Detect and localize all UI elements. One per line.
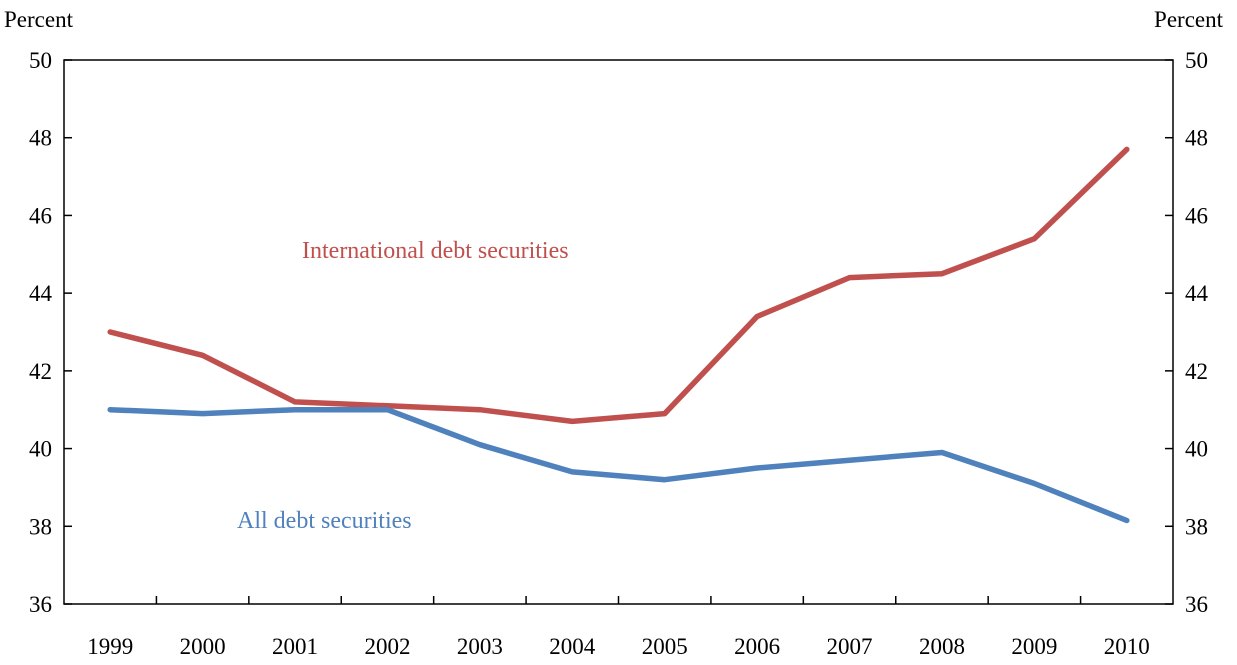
x-tick-label: 2003 (457, 634, 503, 659)
x-tick-label: 2004 (549, 634, 596, 659)
data-point (847, 275, 853, 281)
data-point (754, 465, 760, 471)
y-tick-label-right: 36 (1185, 592, 1208, 617)
x-tick-label: 2002 (364, 634, 410, 659)
y-tick-label-right: 50 (1185, 48, 1208, 73)
data-point (477, 407, 483, 413)
data-point (939, 271, 945, 277)
x-tick-label: 2006 (734, 634, 780, 659)
x-tick-label: 2000 (180, 634, 226, 659)
y-tick-label-left: 50 (29, 48, 52, 73)
y-tick-label-right: 44 (1185, 281, 1209, 306)
x-tick-label: 1999 (87, 634, 133, 659)
series-line-1 (107, 406, 1130, 524)
x-tick-label: 2010 (1104, 634, 1150, 659)
y-tick-label-left: 38 (29, 514, 52, 539)
y-axis-unit-right: Percent (1154, 7, 1224, 32)
data-point (1031, 236, 1037, 242)
y-tick-label-right: 40 (1185, 437, 1208, 462)
y-axis-unit-left: Percent (4, 7, 74, 32)
data-point (107, 407, 113, 413)
y-axis-left: 36 38 40 42 44 46 48 50 (29, 48, 72, 617)
series-label-international: International debt securities (302, 238, 569, 264)
data-point (200, 352, 206, 358)
data-point (939, 449, 945, 455)
plot-frame (63, 59, 1174, 605)
y-tick-label-left: 42 (29, 359, 52, 384)
series-lines (107, 146, 1130, 524)
y-tick-label-left: 36 (29, 592, 52, 617)
data-point (1124, 517, 1130, 523)
data-point (662, 477, 668, 483)
y-axis-right: 36 38 40 42 44 46 48 50 (1165, 48, 1209, 617)
y-tick-label-right: 42 (1185, 359, 1208, 384)
data-point (847, 457, 853, 463)
y-tick-label-right: 48 (1185, 126, 1208, 151)
y-tick-label-left: 48 (29, 126, 52, 151)
x-tick-label: 2001 (272, 634, 318, 659)
x-tick-label: 2009 (1011, 634, 1057, 659)
series-label-all: All debt securities (237, 508, 412, 534)
x-tick-label: 2008 (919, 634, 965, 659)
data-point (662, 411, 668, 417)
y-tick-label-left: 40 (29, 437, 52, 462)
data-point (384, 407, 390, 413)
data-point (1031, 481, 1037, 487)
y-tick-label-right: 38 (1185, 514, 1208, 539)
x-tick-label: 2007 (827, 634, 873, 659)
data-point (292, 407, 298, 413)
data-point (292, 399, 298, 405)
data-point (107, 329, 113, 335)
data-point (569, 469, 575, 475)
data-point (754, 313, 760, 319)
data-point (569, 418, 575, 424)
y-tick-label-left: 44 (29, 281, 53, 306)
y-tick-label-right: 46 (1185, 203, 1208, 228)
data-point (477, 442, 483, 448)
y-tick-label-left: 46 (29, 203, 52, 228)
x-axis: 1999 2000 2001 2002 2003 2004 2005 2006 2007 2008… (87, 596, 1150, 659)
data-point (1124, 146, 1130, 152)
series-line-0 (107, 146, 1130, 425)
data-point (200, 411, 206, 417)
x-tick-label: 2005 (642, 634, 688, 659)
